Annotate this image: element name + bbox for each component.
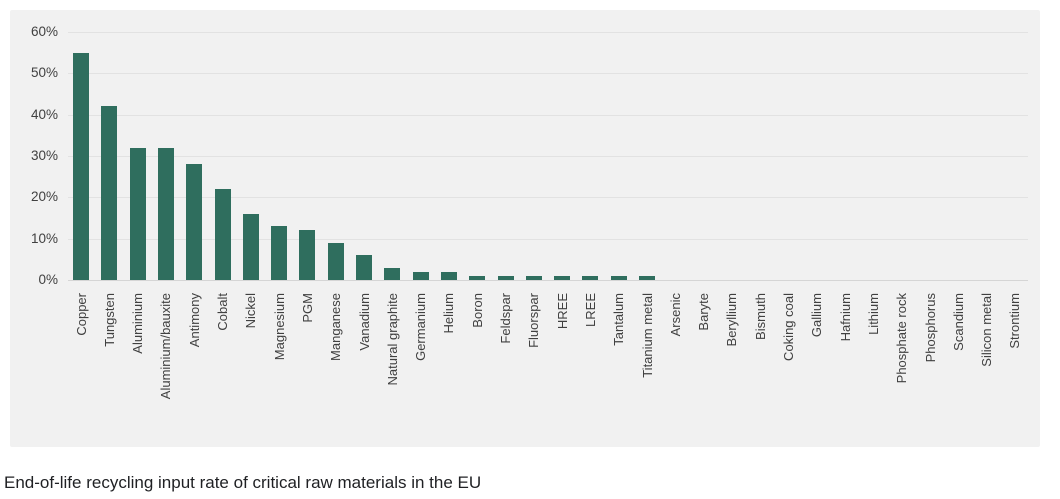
x-axis-category-label: Tantalum xyxy=(611,293,627,346)
y-axis-tick-label: 20% xyxy=(30,189,58,204)
x-axis-category-label: Boron xyxy=(469,293,485,328)
x-axis-category-label: Strontium xyxy=(1007,293,1023,349)
bar xyxy=(582,276,598,280)
x-axis-category-label: Hafnium xyxy=(837,293,853,342)
bar xyxy=(639,276,655,280)
x-axis-category-label: PGM xyxy=(299,293,315,323)
y-axis-tick-label: 10% xyxy=(30,231,58,246)
x-axis-category-label: Magnesium xyxy=(271,293,287,361)
bar xyxy=(328,243,344,280)
y-axis-tick-label: 40% xyxy=(30,107,58,122)
bar xyxy=(611,276,627,280)
x-axis-category-label: Aluminium xyxy=(130,293,146,354)
bar xyxy=(186,164,202,280)
x-axis-category-label: Beryllium xyxy=(724,293,740,347)
bar xyxy=(73,53,89,280)
bar xyxy=(271,226,287,280)
bar xyxy=(158,148,174,280)
x-axis-category-label: Tungsten xyxy=(101,293,117,347)
chart-panel: 0% 10% 20% 30% 40% 50% 60% Copper Tungsten Alumin… xyxy=(10,10,1040,447)
x-axis-category-label: Gallium xyxy=(809,293,825,338)
x-axis-line xyxy=(68,280,1028,281)
y-axis-tick-label: 60% xyxy=(30,24,58,39)
x-axis-category-label: Nickel xyxy=(243,293,259,329)
x-axis-category-label: Baryte xyxy=(696,293,712,331)
bar xyxy=(413,272,429,280)
x-axis-category-label: Phosphate rock xyxy=(894,293,910,384)
x-axis-category-label: Germanium xyxy=(413,293,429,361)
x-axis-category-label: Phosphorus xyxy=(922,293,938,363)
x-axis-category-label: Cobalt xyxy=(215,293,230,331)
x-axis-category-label: Fluorspar xyxy=(526,293,542,348)
bar xyxy=(498,276,514,280)
x-axis-category-label: Titanium metal xyxy=(639,293,655,378)
bar xyxy=(356,255,372,280)
bar xyxy=(243,214,259,280)
bar xyxy=(469,276,485,280)
x-axis-category-label: Scandium xyxy=(950,293,966,351)
chart-caption: End-of-life recycling input rate of crit… xyxy=(4,473,482,492)
x-axis-category-label: Bismuth xyxy=(752,293,768,340)
x-axis-category-label: Vanadium xyxy=(356,293,372,351)
bar xyxy=(441,272,457,280)
x-axis-category-label: Feldspar xyxy=(498,293,513,344)
bar xyxy=(101,106,117,280)
x-axis-category-label: Copper xyxy=(73,293,89,336)
gridline xyxy=(68,73,1028,74)
x-axis-category-label: Aluminium/bauxite xyxy=(158,293,174,400)
gridline xyxy=(68,115,1028,116)
gridline xyxy=(68,239,1028,240)
x-axis-category-label: Natural graphite xyxy=(384,293,400,386)
gridline xyxy=(68,156,1028,157)
y-axis-tick-label: 30% xyxy=(30,148,58,163)
x-axis-category-label: Silicon metal xyxy=(979,293,995,367)
x-axis-category-label: Lithium xyxy=(865,293,881,335)
bar xyxy=(215,189,231,280)
x-axis-category-label: Manganese xyxy=(328,293,344,361)
bar xyxy=(526,276,542,280)
gridline xyxy=(68,197,1028,198)
x-axis-category-label: LREE xyxy=(582,293,598,327)
bar xyxy=(554,276,570,280)
x-axis-category-label: Antimony xyxy=(186,293,202,348)
x-axis-category-label: Coking coal xyxy=(781,293,796,361)
x-axis-category-label: Arsenic xyxy=(667,293,683,337)
bar xyxy=(130,148,146,280)
plot-area: 0% 10% 20% 30% 40% 50% 60% Copper Tungsten Alumin… xyxy=(10,10,1040,447)
gridline xyxy=(68,32,1028,33)
y-axis-tick-label: 0% xyxy=(38,272,58,287)
bar xyxy=(384,268,400,280)
x-axis-category-label: Helium xyxy=(441,293,457,334)
y-axis-tick-label: 50% xyxy=(30,65,58,80)
bar xyxy=(299,230,315,280)
x-axis-category-label: HREE xyxy=(554,293,570,330)
